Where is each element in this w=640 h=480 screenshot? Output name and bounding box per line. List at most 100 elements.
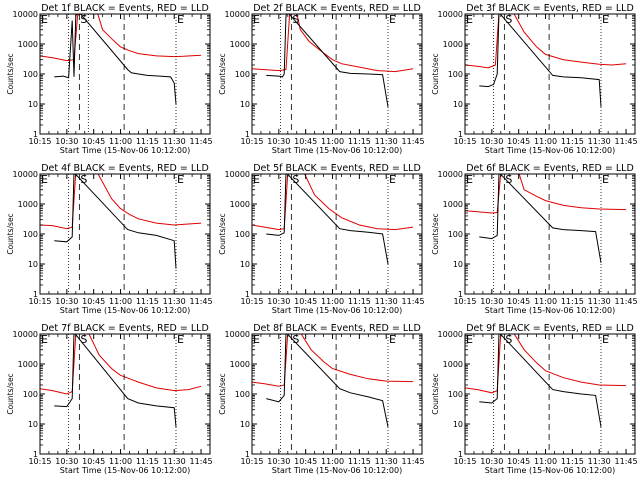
x-tick-label: 11:45: [190, 457, 213, 466]
x-tick-label: 10:30: [55, 457, 78, 466]
x-tick-label: 11:00: [321, 297, 344, 306]
time-marker-label: S: [292, 13, 299, 26]
x-tick-label: 11:00: [321, 137, 344, 146]
y-axis-label: Counts/sec: [431, 213, 440, 254]
x-tick-label: 11:00: [109, 297, 132, 306]
x-tick-label: 10:30: [55, 297, 78, 306]
events-series-line: [54, 334, 177, 427]
panel-title: Det 5f BLACK = Events, RED = LLD: [253, 163, 421, 174]
time-marker-label: S: [80, 333, 87, 346]
x-tick-label: 11:30: [588, 297, 611, 306]
time-marker-label: E: [177, 13, 184, 26]
y-tick-label: 100: [448, 70, 463, 79]
y-axis-label: Counts/sec: [6, 53, 15, 94]
y-tick-label: 100: [23, 390, 38, 399]
y-tick-label: 100: [235, 70, 250, 79]
x-tick-label: 10:45: [507, 457, 530, 466]
time-marker-label: E: [466, 13, 473, 26]
y-tick-label: 10000: [225, 10, 250, 19]
x-tick-label: 10:45: [294, 297, 317, 306]
plot-frame: [39, 173, 211, 295]
y-tick-label: 10: [240, 420, 250, 429]
x-tick-label: 11:00: [109, 457, 132, 466]
y-axis-label: Counts/sec: [218, 213, 227, 254]
lld-series-line: [465, 174, 627, 214]
events-series-line: [54, 14, 177, 105]
x-axis-label: Start Time (15-Nov-06 10:12:00): [60, 146, 190, 155]
x-tick-label: 11:15: [561, 137, 584, 146]
x-tick-label: 11:00: [321, 457, 344, 466]
panel-title: Det 4f BLACK = Events, RED = LLD: [41, 163, 209, 174]
panel-title: Det 8f BLACK = Events, RED = LLD: [253, 323, 421, 334]
y-tick-label: 1: [245, 450, 250, 459]
y-tick-label: 1: [245, 130, 250, 139]
time-marker-label: E: [41, 13, 48, 26]
x-tick-label: 11:30: [375, 457, 398, 466]
lld-series-line: [252, 174, 414, 231]
y-tick-label: 1000: [443, 200, 463, 209]
x-tick-label: 10:30: [55, 137, 78, 146]
time-marker-label: E: [389, 333, 396, 346]
x-tick-label: 11:45: [615, 457, 638, 466]
x-tick-label: 10:15: [240, 297, 263, 306]
x-tick-label: 10:45: [294, 137, 317, 146]
events-series-line: [266, 174, 389, 265]
x-tick-label: 10:15: [240, 457, 263, 466]
time-marker-label: E: [466, 333, 473, 346]
time-marker-label: S: [80, 13, 87, 26]
x-tick-label: 10:15: [240, 137, 263, 146]
x-axis-label: Start Time (15-Nov-06 10:12:00): [272, 466, 402, 475]
y-tick-label: 10: [28, 260, 38, 269]
time-marker-label: E: [389, 13, 396, 26]
events-series-line: [479, 174, 602, 263]
y-tick-label: 1000: [443, 40, 463, 49]
y-tick-label: 10000: [438, 170, 463, 179]
x-tick-label: 11:45: [190, 137, 213, 146]
x-tick-label: 11:45: [402, 297, 425, 306]
y-tick-label: 1: [458, 450, 463, 459]
x-tick-label: 11:30: [375, 297, 398, 306]
y-tick-label: 1: [245, 290, 250, 299]
time-marker-label: E: [602, 173, 609, 186]
x-tick-label: 10:45: [507, 137, 530, 146]
time-marker-label: S: [80, 173, 87, 186]
y-axis-label: Counts/sec: [6, 213, 15, 254]
time-marker-label: E: [602, 333, 609, 346]
x-tick-label: 11:30: [163, 457, 186, 466]
panel-title: Det 1f BLACK = Events, RED = LLD: [41, 3, 209, 14]
time-marker-label: E: [253, 173, 260, 186]
lld-series-line: [252, 334, 414, 387]
panel-title: Det 6f BLACK = Events, RED = LLD: [466, 163, 634, 174]
plot-frame: [464, 173, 636, 295]
y-tick-label: 1000: [230, 360, 250, 369]
y-tick-label: 1: [33, 290, 38, 299]
x-axis-label: Start Time (15-Nov-06 10:12:00): [272, 146, 402, 155]
x-tick-label: 11:30: [588, 137, 611, 146]
y-tick-label: 100: [235, 390, 250, 399]
y-tick-label: 10: [240, 100, 250, 109]
x-axis-label: Start Time (15-Nov-06 10:12:00): [485, 146, 615, 155]
x-tick-label: 11:30: [588, 457, 611, 466]
x-tick-label: 10:30: [480, 297, 503, 306]
x-tick-label: 11:15: [348, 297, 371, 306]
y-tick-label: 1000: [230, 40, 250, 49]
y-tick-label: 10: [28, 100, 38, 109]
x-axis-label: Start Time (15-Nov-06 10:12:00): [60, 466, 190, 475]
y-axis-label: Counts/sec: [6, 373, 15, 414]
plot-frame: [464, 13, 636, 135]
x-tick-label: 11:15: [136, 137, 159, 146]
x-tick-label: 10:30: [267, 297, 290, 306]
time-marker-label: E: [253, 13, 260, 26]
y-tick-label: 1: [33, 130, 38, 139]
time-marker-label: E: [177, 333, 184, 346]
time-marker-label: E: [41, 173, 48, 186]
panel-title: Det 7f BLACK = Events, RED = LLD: [41, 323, 209, 334]
time-marker-label: S: [292, 173, 299, 186]
x-tick-label: 11:15: [348, 137, 371, 146]
y-tick-label: 100: [23, 230, 38, 239]
x-tick-label: 11:30: [163, 297, 186, 306]
y-tick-label: 10000: [225, 330, 250, 339]
y-axis-label: Counts/sec: [218, 373, 227, 414]
